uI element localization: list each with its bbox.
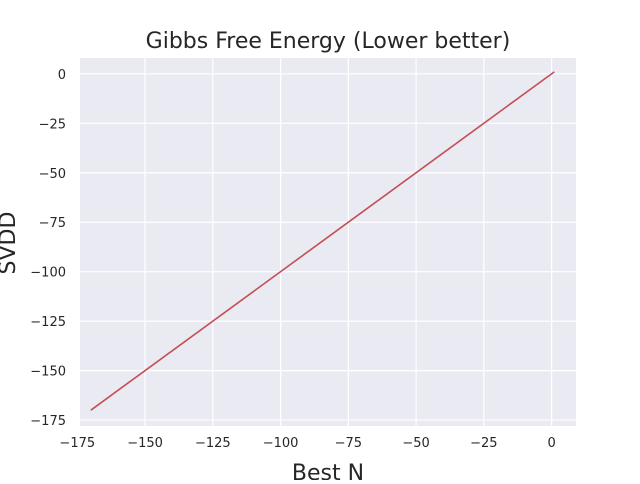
- y-tick-label: −150: [30, 365, 66, 380]
- x-tick-labels: −175 −150 −125 −100 −75 −50 −25 0: [59, 436, 555, 451]
- x-tick-label: 0: [547, 436, 555, 451]
- series-layer: [90, 71, 555, 411]
- x-tick-label: −75: [335, 436, 362, 451]
- y-tick-label: −25: [39, 117, 66, 132]
- y-axis-label: SVDD: [0, 212, 21, 275]
- y-tick-labels: 0 −25 −50 −75 −100 −125 −150 −175: [30, 68, 66, 429]
- x-tick-label: −100: [263, 436, 299, 451]
- x-tick-label: −25: [470, 436, 497, 451]
- x-axis-label: Best N: [292, 461, 364, 480]
- y-tick-label: 0: [58, 68, 66, 83]
- grid-lines: [76, 58, 576, 426]
- x-tick-label: −150: [127, 436, 163, 451]
- plot-background: [80, 58, 576, 426]
- y-tick-label: −100: [30, 266, 66, 281]
- series-line: [90, 71, 555, 411]
- y-tick-label: −50: [39, 167, 66, 182]
- x-tick-label: −50: [402, 436, 429, 451]
- x-tick-label: −125: [195, 436, 231, 451]
- chart-title: Gibbs Free Energy (Lower better): [146, 29, 511, 54]
- x-tick-label: −175: [59, 436, 95, 451]
- y-tick-label: −75: [39, 216, 66, 231]
- y-tick-label: −125: [30, 315, 66, 330]
- y-tick-label: −175: [30, 414, 66, 429]
